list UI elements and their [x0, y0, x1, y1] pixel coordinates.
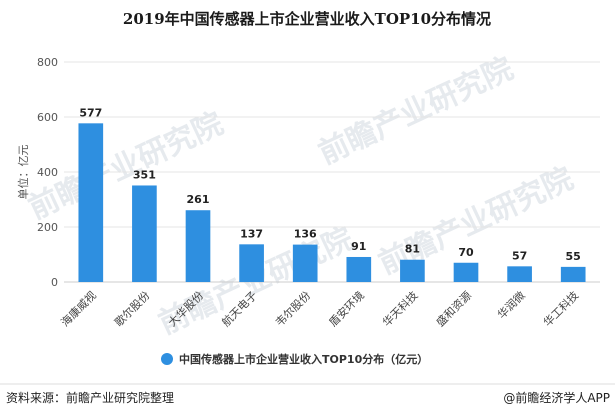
x-tick-label: 华润微: [494, 288, 527, 321]
y-tick-label: 600: [37, 111, 58, 124]
x-tick-label: 盾安环境: [326, 288, 367, 329]
y-tick-label: 200: [37, 221, 58, 234]
bar: [400, 259, 425, 282]
x-tick-label: 海康威视: [58, 288, 99, 329]
watermark-text: 前瞻产业研究院: [313, 51, 518, 171]
source-note: 资料来源：前瞻产业研究院整理: [6, 390, 174, 405]
y-tick-label: 800: [37, 56, 58, 69]
brand-label: @前瞻经济学人APP: [503, 390, 610, 405]
data-label: 351: [133, 168, 156, 181]
bar: [78, 123, 104, 282]
bar: [132, 185, 157, 282]
bars: [78, 123, 586, 282]
data-label: 57: [512, 249, 527, 262]
data-label: 55: [566, 250, 581, 263]
x-tick-label: 华工科技: [540, 288, 581, 329]
bar: [507, 266, 532, 282]
x-tick-label: 盛和资源: [433, 288, 474, 329]
data-label: 136: [294, 228, 317, 241]
y-tick-label: 400: [37, 166, 58, 179]
bar: [292, 244, 318, 282]
y-axis-label: 单位：亿元: [16, 145, 30, 200]
x-tick-label: 韦尔股份: [273, 289, 313, 329]
y-tick-label: 0: [51, 276, 58, 289]
x-tick-label: 华天科技: [380, 288, 421, 329]
legend-marker: [161, 353, 173, 365]
legend: 中国传感器上市企业营业收入TOP10分布（亿元）: [161, 352, 428, 366]
data-label: 137: [240, 227, 263, 240]
data-label: 91: [351, 240, 366, 253]
data-label: 70: [458, 246, 474, 259]
x-axis-ticks: 海康威视 歌尔股份 大华股份 航天电子 韦尔股份 盾安环境 华天科技 盛和资源 华润微 华工科技: [58, 288, 581, 329]
chart-title: 2019年中国传感器上市企业营业收入TOP10分布情况: [123, 10, 491, 28]
y-axis-ticks: 0 200 400 600 800: [37, 56, 58, 289]
bar: [453, 262, 479, 282]
data-label: 261: [187, 193, 210, 206]
bar: [346, 256, 372, 282]
bar: [560, 266, 586, 282]
data-labels: 577 351 261 137 136 91 81 70 57 55: [79, 106, 581, 263]
x-tick-label: 歌尔股份: [112, 288, 153, 329]
data-label: 577: [79, 106, 102, 119]
data-label: 81: [405, 243, 420, 256]
legend-label: 中国传感器上市企业营业收入TOP10分布（亿元）: [179, 352, 428, 366]
bar: [185, 210, 211, 282]
bar: [239, 244, 264, 282]
